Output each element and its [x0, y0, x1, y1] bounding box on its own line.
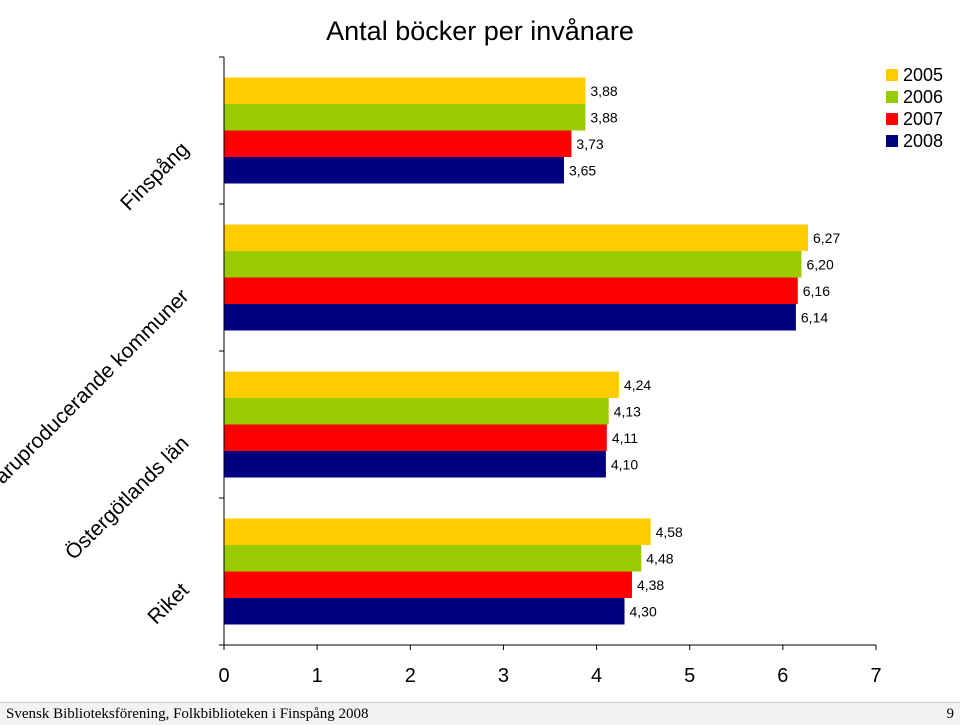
- legend-swatch-2007: [886, 113, 898, 125]
- legend-label-2005: 2005: [903, 65, 943, 85]
- bar-varuproducerande-kommuner-2005: [224, 224, 809, 251]
- data-label-ostergotlands-lan-2006: 4,13: [614, 403, 641, 419]
- bar-chart: Antal böcker per invånare 3,883,883,733,…: [0, 16, 943, 687]
- page-number: 9: [946, 706, 955, 722]
- bar-ostergotlands-lan-2006: [224, 398, 609, 425]
- data-label-finspang-2006: 3,88: [590, 109, 617, 125]
- data-label-ostergotlands-lan-2008: 4,10: [611, 456, 638, 472]
- data-label-varuproducerande-kommuner-2007: 6,16: [803, 283, 830, 299]
- data-label-ostergotlands-lan-2005: 4,24: [624, 377, 651, 393]
- legend-swatch-2008: [886, 135, 898, 147]
- data-label-finspang-2007: 3,73: [576, 136, 603, 152]
- x-tick-label: 4: [591, 665, 602, 687]
- data-label-varuproducerande-kommuner-2005: 6,27: [813, 230, 840, 246]
- legend-label-2006: 2006: [903, 87, 943, 107]
- bar-riket-2006: [224, 545, 642, 572]
- x-tick-label: 2: [405, 665, 416, 687]
- data-label-ostergotlands-lan-2007: 4,11: [612, 430, 638, 446]
- bar-riket-2005: [224, 518, 651, 545]
- data-label-riket-2005: 4,58: [656, 524, 683, 540]
- bar-varuproducerande-kommuner-2007: [224, 277, 798, 304]
- data-label-riket-2006: 4,48: [646, 550, 673, 566]
- bar-finspang-2008: [224, 157, 564, 184]
- bar-finspang-2007: [224, 130, 572, 157]
- bar-riket-2007: [224, 571, 632, 598]
- x-tick-label: 7: [870, 665, 881, 687]
- data-label-varuproducerande-kommuner-2006: 6,20: [806, 256, 833, 272]
- data-label-riket-2008: 4,30: [630, 603, 657, 619]
- legend-label-2008: 2008: [903, 131, 943, 151]
- legend-label-2007: 2007: [903, 109, 943, 129]
- data-label-varuproducerande-kommuner-2008: 6,14: [801, 309, 828, 325]
- bar-ostergotlands-lan-2005: [224, 371, 619, 398]
- x-tick-label: 6: [777, 665, 788, 687]
- bars-group: [224, 77, 809, 625]
- axes-group: 0 1 2 3 4 5 6 7: [218, 56, 882, 687]
- category-label-ostergotlands-lan: Östergötlands län: [61, 432, 194, 565]
- data-label-finspang-2005: 3,88: [590, 83, 617, 99]
- category-label-finspang: Finspång: [116, 138, 193, 215]
- legend-swatch-2006: [886, 91, 898, 103]
- x-tick-label: 3: [498, 665, 509, 687]
- bar-ostergotlands-lan-2007: [224, 424, 607, 451]
- footer-text: Svensk Biblioteksförening, Folkbibliotek…: [6, 706, 369, 722]
- category-label-riket: Riket: [143, 579, 193, 629]
- bar-varuproducerande-kommuner-2006: [224, 251, 802, 278]
- data-label-riket-2007: 4,38: [637, 577, 664, 593]
- x-tick-label: 0: [218, 665, 229, 687]
- legend-swatch-2005: [886, 69, 898, 81]
- bar-riket-2008: [224, 598, 625, 625]
- chart-title: Antal böcker per invånare: [326, 16, 634, 46]
- x-tick-label: 1: [312, 665, 323, 687]
- footer: Svensk Biblioteksförening, Folkbibliotek…: [0, 702, 960, 725]
- bar-ostergotlands-lan-2008: [224, 451, 606, 478]
- x-tick-label: 5: [684, 665, 695, 687]
- bar-finspang-2006: [224, 104, 586, 131]
- data-labels-group: 3,88 3,88 3,73 3,65 6,27 6,20 6,16 6,14 4,24 4,13…: [569, 83, 840, 620]
- bar-varuproducerande-kommuner-2008: [224, 304, 796, 331]
- data-label-finspang-2008: 3,65: [569, 162, 596, 178]
- bar-finspang-2005: [224, 77, 586, 104]
